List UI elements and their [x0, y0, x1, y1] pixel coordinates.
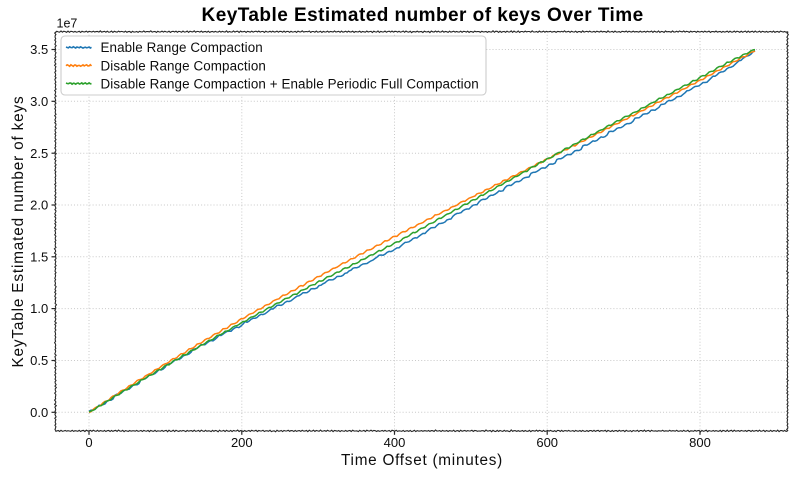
svg-text:3.5: 3.5 — [30, 42, 48, 57]
svg-text:1e7: 1e7 — [57, 17, 78, 31]
svg-text:KeyTable Estimated number of k: KeyTable Estimated number of keys Over T… — [202, 5, 644, 26]
svg-text:Enable Range Compaction: Enable Range Compaction — [101, 40, 263, 55]
svg-text:KeyTable Estimated number of k: KeyTable Estimated number of keys — [10, 95, 27, 367]
svg-text:0: 0 — [85, 435, 92, 450]
svg-text:Time Offset (minutes): Time Offset (minutes) — [341, 452, 503, 469]
svg-text:0.5: 0.5 — [30, 353, 48, 368]
svg-text:400: 400 — [384, 435, 406, 450]
svg-text:Disable Range Compaction: Disable Range Compaction — [101, 58, 266, 73]
svg-text:0.0: 0.0 — [30, 405, 48, 420]
svg-text:200: 200 — [231, 435, 253, 450]
svg-text:2.5: 2.5 — [30, 146, 48, 161]
svg-text:2.0: 2.0 — [30, 198, 48, 213]
svg-text:1.5: 1.5 — [30, 249, 48, 264]
svg-text:3.0: 3.0 — [30, 94, 48, 109]
svg-text:1.0: 1.0 — [30, 301, 48, 316]
svg-text:600: 600 — [536, 435, 558, 450]
svg-text:Disable Range Compaction + Ena: Disable Range Compaction + Enable Period… — [101, 76, 479, 91]
svg-text:800: 800 — [689, 435, 711, 450]
